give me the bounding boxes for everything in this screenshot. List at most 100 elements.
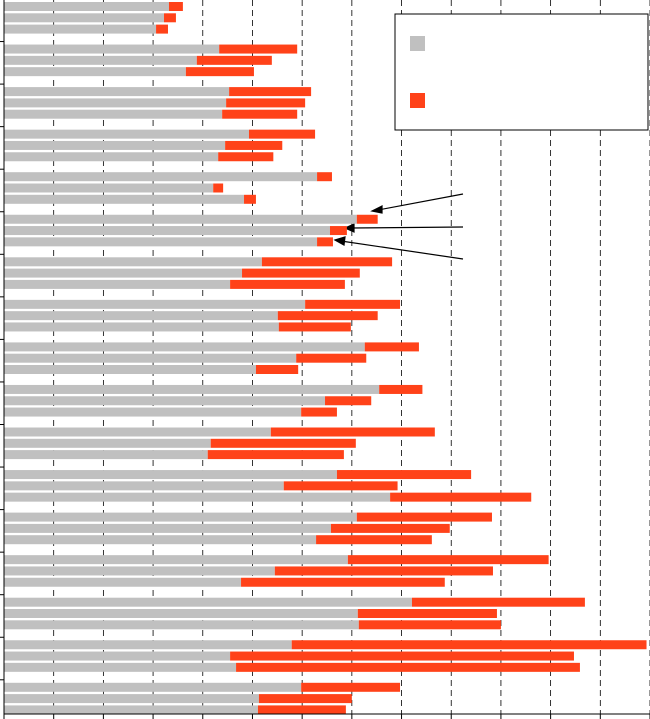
bar-segment [164,13,176,23]
bar-segment [277,311,378,321]
bar-segment [4,438,211,448]
bar-segment [230,279,345,289]
arrow-head [370,205,383,214]
bar-segment [261,257,393,267]
bar-segment [242,268,360,278]
bar-segment [4,237,318,247]
bar-segment [317,172,332,182]
bar-segment [305,299,401,309]
bar-segment [213,183,224,193]
bar-segment [4,279,231,289]
bar-segment [226,98,306,108]
bar-segment [291,640,647,650]
bar-segment [4,172,318,182]
bar-segment [258,694,352,704]
bar-segment [4,651,231,661]
bar-segment [4,98,227,108]
bar-segment [4,44,220,54]
annotation-arrows [333,193,464,260]
bar-segment [283,481,398,491]
bar-segment [236,662,580,672]
bar-segment [4,384,380,394]
bar-segment [4,311,278,321]
bar-segment [255,365,299,374]
legend-swatch [410,36,425,51]
bar-segment [379,384,423,394]
bar-segment [4,67,186,77]
bar-segment [241,577,445,587]
bar-segment [4,214,357,224]
bar-segment [4,705,258,715]
bar-segment [4,268,243,278]
bar-segment [4,194,245,204]
legend-swatch [410,93,425,108]
arrow [350,226,464,229]
bar-segment [4,129,249,139]
bar-segment [4,2,169,11]
bar-segment [4,597,412,607]
arrow [377,193,464,211]
bar-segment [347,555,549,565]
bar-segment [4,183,214,193]
bar-segment [4,512,357,522]
bar-segment [4,407,302,417]
bar-segment [4,577,242,587]
bar-segment [4,322,279,332]
bar-segment [4,353,297,363]
bar-segment [329,226,347,236]
bar-segment [325,396,372,406]
bar-segment [301,682,401,692]
bar-segment [4,109,223,119]
bar-segment [4,396,326,406]
bar-segment [210,438,356,448]
bar-segment [4,13,165,23]
bar-segment [4,450,208,460]
bar-segment [4,226,330,236]
arrow-head [333,236,346,246]
bar-segment [390,492,532,502]
bar-segment [4,427,271,437]
bar-segment [4,640,292,650]
bar-segment [301,407,337,417]
bar-segment [156,24,168,34]
bar-segment [411,597,585,607]
bar-segment [316,535,432,545]
bar-segment [257,705,346,715]
bar-segment [225,140,283,150]
bar-segment [356,512,492,522]
bar-segment [4,365,256,374]
bar-segment [357,609,497,618]
bar-segment [356,214,378,224]
bar-segment [4,609,358,618]
bar-segment [4,481,284,491]
bar-segment [219,44,298,54]
bar-segment [248,129,316,139]
bar-segment [196,55,272,65]
bar-segment [244,194,256,204]
bar-segment [4,152,219,162]
bar-segment [317,237,333,247]
bar-segment [4,87,230,97]
bar-segment [4,299,306,309]
bar-segment [4,140,226,150]
bar-segment [4,682,302,692]
bar-segment [218,152,274,162]
bar-segment [4,662,237,672]
bar-segment [4,492,391,502]
bar-segment [4,555,348,565]
bar-segment [4,535,317,545]
arrow-head [343,223,355,233]
bar-segment [229,87,312,97]
bar-segment [207,450,344,460]
arrow [340,240,464,260]
bar-segment [358,620,501,630]
bar-segment [185,67,254,77]
bar-segment [270,427,435,437]
bar-segment [4,566,275,576]
bar-segment [336,470,472,480]
bar-segment [4,470,337,480]
bar-segment [4,24,157,34]
bar-segment [4,342,365,352]
